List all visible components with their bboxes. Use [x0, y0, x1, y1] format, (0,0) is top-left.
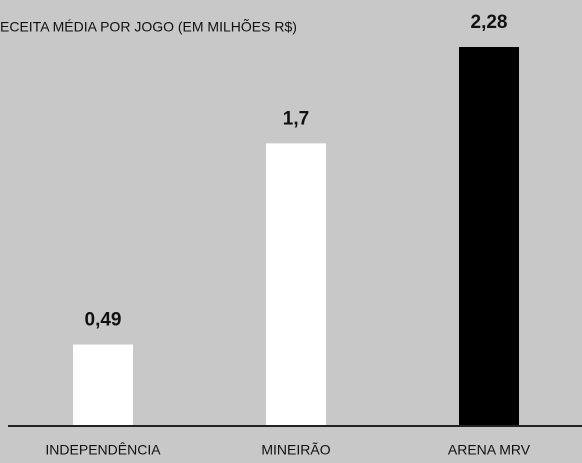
x-tick-label: ARENA MRV [448, 442, 531, 458]
value-label: 1,7 [283, 108, 309, 129]
chart-title: ECEITA MÉDIA POR JOGO (EM MILHÕES R$) [0, 19, 297, 35]
value-label: 0,49 [85, 310, 122, 331]
bar [266, 143, 326, 426]
bar [73, 344, 133, 426]
x-tick-label: INDEPENDÊNCIA [45, 442, 161, 458]
value-label: 2,28 [471, 12, 508, 33]
x-tick-label: MINEIRÃO [261, 442, 330, 458]
bar [459, 47, 519, 426]
